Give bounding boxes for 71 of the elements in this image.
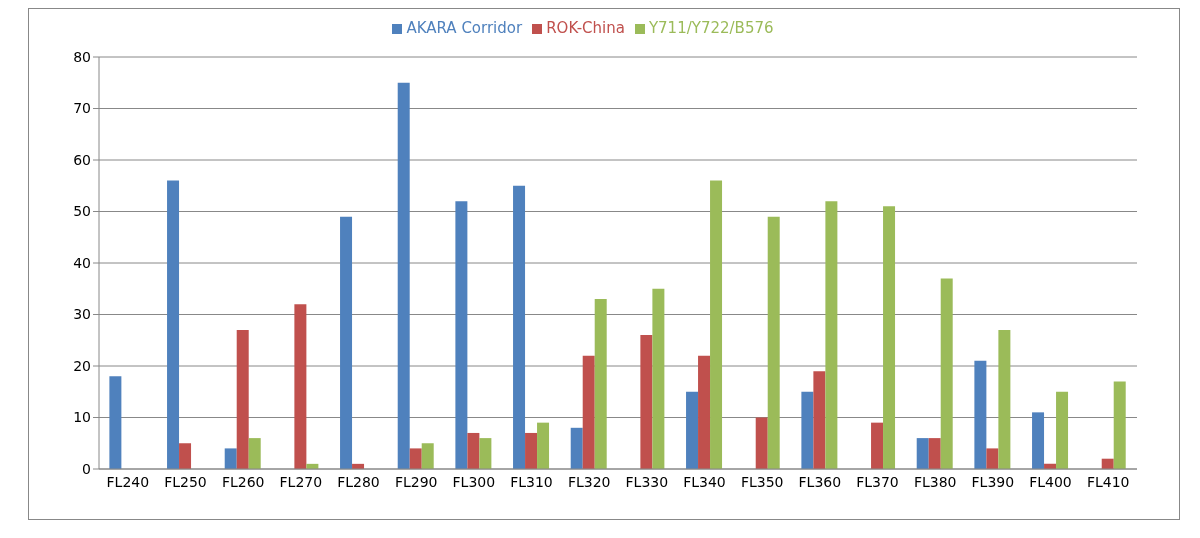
bar: [224, 448, 237, 469]
bar: [686, 391, 699, 469]
bar: [710, 180, 723, 469]
bar: [513, 185, 526, 469]
bar: [1032, 412, 1045, 469]
bar: [582, 355, 595, 469]
legend-label: Y711/Y722/B576: [648, 19, 774, 37]
bar: [479, 438, 492, 469]
y-tick-label: 60: [73, 151, 91, 168]
x-tick-label: FL240: [106, 473, 150, 490]
bar: [467, 432, 480, 469]
bar: [167, 180, 180, 469]
bar: [455, 201, 468, 469]
x-tick-label: FL290: [394, 473, 438, 490]
bar: [179, 443, 192, 469]
y-tick-label: 80: [73, 48, 91, 65]
bar: [940, 278, 953, 469]
x-tick-label: FL350: [740, 473, 784, 490]
bar: [998, 329, 1011, 469]
bar: [421, 443, 434, 469]
legend-label: ROK-China: [546, 19, 625, 37]
bar: [974, 360, 987, 469]
bar: [825, 201, 838, 469]
bar: [594, 299, 607, 469]
bar: [537, 422, 550, 469]
x-tick-label: FL380: [913, 473, 957, 490]
y-tick-label: 70: [73, 100, 91, 117]
x-tick-label: FL270: [279, 473, 323, 490]
y-tick-label: 10: [73, 409, 91, 426]
bar: [570, 427, 583, 469]
bar: [397, 82, 410, 469]
x-tick-label: FL330: [625, 473, 669, 490]
x-tick-label: FL410: [1086, 473, 1130, 490]
bar: [109, 376, 122, 469]
y-tick-label: 0: [82, 460, 91, 477]
bar: [294, 304, 307, 469]
bar: [248, 438, 261, 469]
bar: [525, 432, 538, 469]
bar: [916, 438, 929, 469]
bar: [871, 422, 884, 469]
y-tick-label: 30: [73, 306, 91, 323]
y-tick-label: 50: [73, 203, 91, 220]
x-tick-label: FL250: [164, 473, 207, 490]
x-tick-label: FL260: [221, 473, 265, 490]
x-tick-label: FL300: [452, 473, 496, 490]
bar: [340, 216, 353, 469]
x-tick-label: FL320: [567, 473, 611, 490]
bar: [928, 438, 941, 469]
legend-label: AKARA Corridor: [406, 19, 523, 37]
bar: [1056, 391, 1069, 469]
x-tick-label: FL400: [1029, 473, 1072, 490]
x-tick-label: FL370: [856, 473, 899, 490]
bar: [409, 448, 422, 469]
bar: [236, 329, 249, 469]
bar: [813, 371, 826, 469]
bar: [698, 355, 711, 469]
bar: [1113, 381, 1126, 469]
y-tick-label: 20: [73, 357, 91, 374]
y-tick-label: 40: [73, 254, 91, 271]
x-tick-label: FL280: [337, 473, 380, 490]
x-tick-label: FL390: [971, 473, 1015, 490]
bar: [652, 288, 665, 469]
bar: [883, 206, 896, 469]
x-tick-label: FL340: [683, 473, 726, 490]
bar: [801, 391, 814, 469]
bar: [986, 448, 999, 469]
bar: [640, 335, 653, 469]
x-tick-label: FL360: [798, 473, 842, 490]
bar: [755, 417, 768, 469]
bar: [767, 216, 780, 469]
x-tick-label: FL310: [510, 473, 553, 490]
